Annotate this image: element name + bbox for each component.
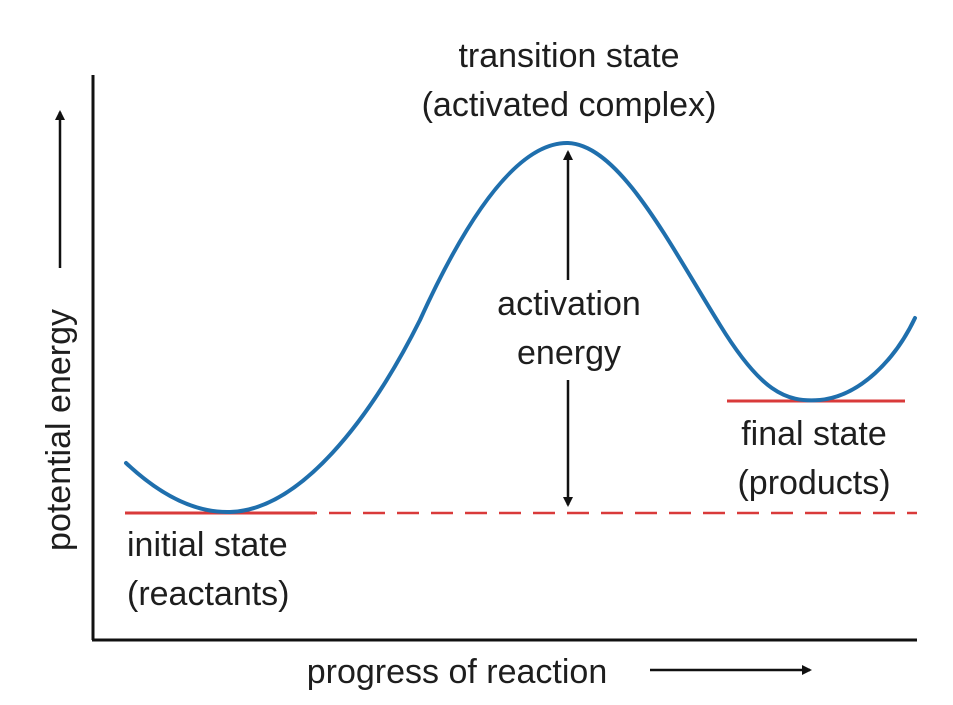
activation-energy-sublabel: energy xyxy=(517,334,621,372)
transition-state-label: transition state xyxy=(458,37,679,75)
y-axis-label: potential energy xyxy=(40,309,78,551)
final-state-sublabel: (products) xyxy=(737,464,890,502)
initial-state-label: initial state xyxy=(127,526,288,564)
x-axis-label: progress of reaction xyxy=(307,653,608,691)
activation-energy-label: activation xyxy=(497,285,641,323)
final-state-label: final state xyxy=(741,415,887,453)
initial-state-sublabel: (reactants) xyxy=(127,575,290,613)
energy-curve xyxy=(124,140,917,515)
transition-state-sublabel: (activated complex) xyxy=(422,86,717,124)
